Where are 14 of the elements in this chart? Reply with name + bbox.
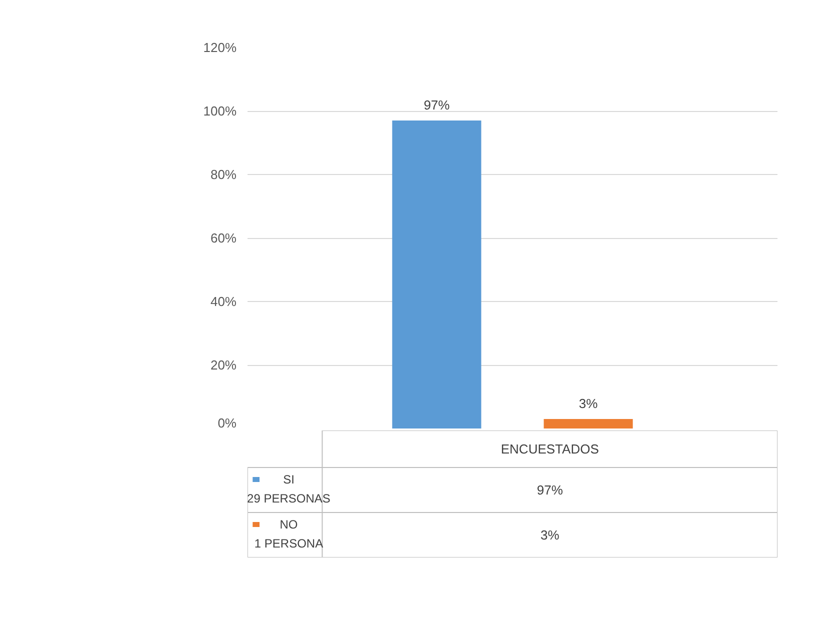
y-tick-label: 120% — [203, 40, 237, 55]
y-tick-label: 80% — [210, 167, 237, 182]
text: 97% — [536, 482, 563, 498]
legend-label: SI 29 PERSONAS — [247, 472, 330, 506]
y-tick-label: 60% — [210, 230, 237, 246]
text: 3% — [540, 528, 560, 542]
y-tick-label: 0% — [218, 416, 237, 430]
legend-label: NO 1 PERSONA — [254, 518, 324, 550]
x-tick-label: ENCUESTADOS — [500, 442, 600, 456]
y-tick-label: 100% — [203, 104, 237, 118]
data-label: 97% — [424, 98, 450, 113]
y-tick-label: 40% — [210, 294, 237, 309]
y-tick-label: 20% — [210, 358, 237, 372]
data-label: 3% — [578, 396, 598, 411]
